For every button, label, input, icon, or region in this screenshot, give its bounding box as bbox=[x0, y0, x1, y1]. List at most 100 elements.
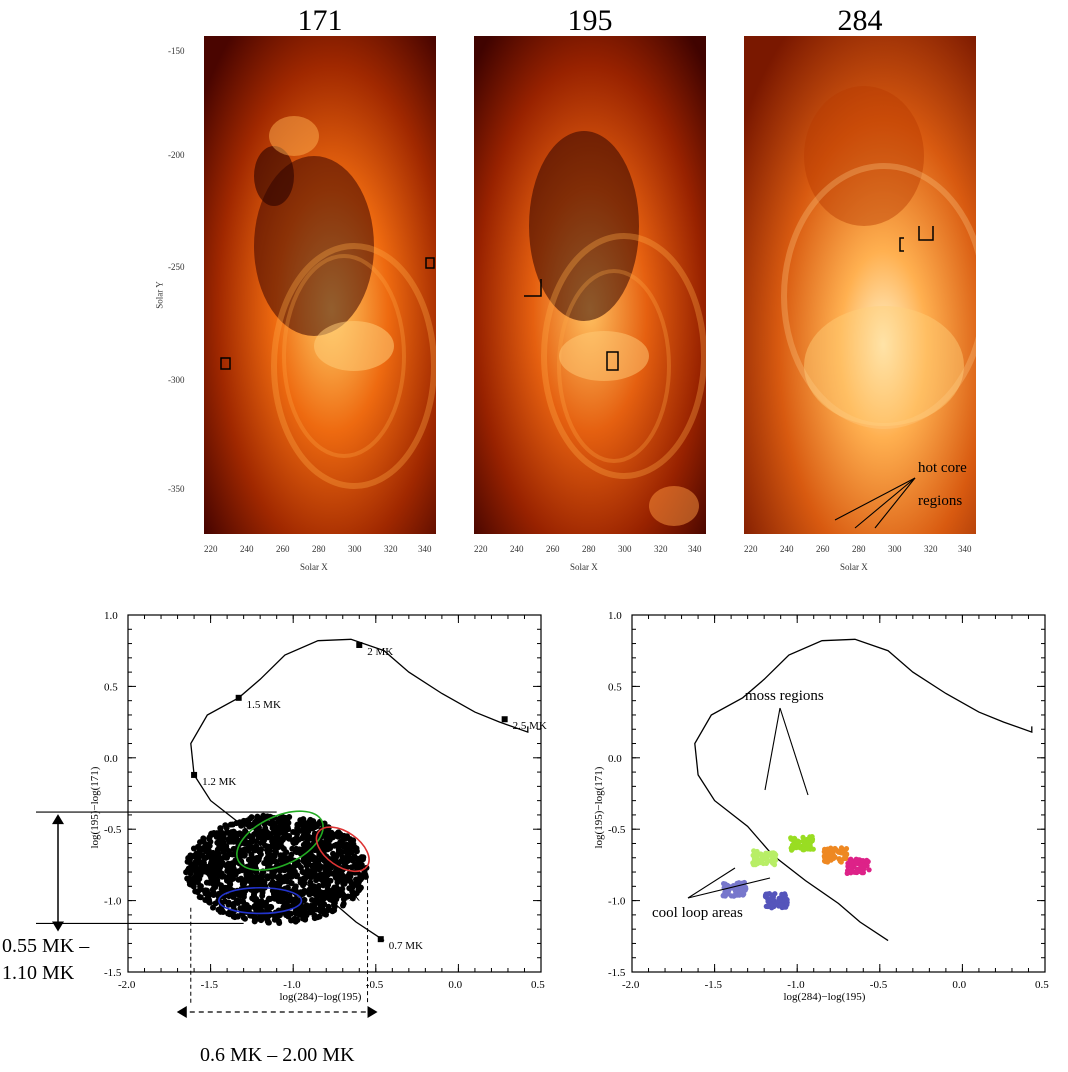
data-point bbox=[320, 907, 327, 914]
y-axis-title: log(195)−log(171) bbox=[89, 766, 101, 848]
data-point bbox=[238, 822, 245, 829]
data-point bbox=[293, 910, 300, 917]
cluster-point bbox=[742, 886, 748, 892]
data-point bbox=[259, 838, 266, 845]
data-point bbox=[313, 857, 319, 863]
data-point bbox=[207, 838, 214, 845]
cluster-point bbox=[809, 834, 815, 840]
data-point bbox=[278, 892, 285, 899]
data-point bbox=[357, 863, 364, 870]
data-point bbox=[254, 813, 261, 820]
data-point bbox=[217, 834, 224, 841]
data-point bbox=[275, 835, 282, 842]
data-point bbox=[230, 894, 237, 900]
data-point bbox=[324, 864, 331, 871]
data-point bbox=[311, 912, 318, 919]
data-point bbox=[244, 839, 251, 846]
data-point bbox=[264, 873, 271, 880]
data-point bbox=[326, 842, 333, 848]
data-point bbox=[203, 879, 210, 886]
cluster-point bbox=[791, 835, 798, 842]
x-ticks-195: 220 240 260 280 300 320 340 bbox=[474, 544, 702, 554]
data-point bbox=[248, 814, 255, 821]
temperature-marker bbox=[377, 936, 384, 943]
cluster-point bbox=[724, 889, 730, 895]
data-point bbox=[224, 854, 230, 861]
data-point bbox=[279, 877, 286, 884]
cluster-point bbox=[796, 843, 802, 849]
x-axis-title: log(284)−log(195) bbox=[280, 991, 362, 1003]
data-point bbox=[203, 887, 210, 894]
pointer-line bbox=[854, 477, 916, 529]
cluster-point bbox=[757, 851, 763, 858]
data-point bbox=[206, 834, 213, 840]
data-point bbox=[214, 876, 221, 883]
data-point bbox=[219, 873, 226, 880]
data-point bbox=[202, 863, 208, 869]
cluster-point bbox=[769, 857, 775, 863]
temperature-label: 2 MK bbox=[367, 646, 393, 658]
y-tick-label: -0.5 bbox=[104, 824, 122, 836]
data-point bbox=[308, 874, 314, 881]
data-point bbox=[216, 843, 223, 850]
data-point bbox=[249, 839, 256, 845]
x-axis-title-195: Solar X bbox=[570, 562, 598, 572]
panel-title-284: 284 bbox=[837, 4, 883, 37]
data-point bbox=[359, 874, 366, 881]
data-point bbox=[194, 859, 201, 866]
cluster-point bbox=[805, 842, 811, 848]
x-tick-label: 0.5 bbox=[531, 979, 545, 991]
arrow-head bbox=[52, 921, 64, 932]
data-point bbox=[281, 834, 287, 841]
vertical-range-label-line2: 1.10 MK bbox=[2, 962, 75, 984]
y-tick-label: -200 bbox=[168, 150, 185, 160]
data-point bbox=[290, 829, 297, 835]
data-point bbox=[291, 915, 298, 922]
x-axis-title-171: Solar X bbox=[300, 562, 328, 572]
data-point bbox=[341, 860, 348, 866]
data-point bbox=[339, 885, 346, 892]
cluster-point bbox=[810, 846, 816, 852]
data-point bbox=[307, 834, 314, 841]
data-point bbox=[216, 856, 223, 863]
data-point bbox=[267, 852, 274, 859]
data-point bbox=[328, 831, 335, 838]
vertical-range-label-line1: 0.55 MK – bbox=[2, 935, 90, 957]
data-point bbox=[350, 856, 356, 863]
data-point bbox=[215, 851, 222, 858]
temperature-marker bbox=[356, 641, 363, 648]
cluster-point bbox=[751, 849, 758, 855]
data-point bbox=[237, 853, 244, 860]
cluster-point bbox=[848, 856, 854, 862]
y-tick-label: -1.5 bbox=[104, 967, 122, 979]
region-ellipse bbox=[218, 886, 303, 915]
data-point bbox=[212, 900, 219, 907]
cluster-point bbox=[789, 842, 796, 848]
data-point bbox=[329, 908, 336, 915]
cluster-point bbox=[728, 893, 735, 899]
x-tick-label: -1.0 bbox=[787, 979, 805, 991]
data-point bbox=[309, 897, 315, 903]
data-point bbox=[239, 888, 246, 895]
arrow-head bbox=[367, 1006, 378, 1018]
cluster-point bbox=[848, 864, 854, 870]
cluster-point bbox=[762, 892, 769, 898]
data-point bbox=[242, 915, 248, 922]
data-point bbox=[255, 856, 262, 863]
data-point bbox=[225, 836, 232, 843]
data-point bbox=[185, 865, 192, 872]
data-point bbox=[334, 843, 341, 850]
data-point bbox=[344, 852, 351, 859]
data-point bbox=[327, 894, 334, 901]
cluster-point bbox=[857, 865, 863, 871]
data-point bbox=[335, 833, 342, 840]
data-point bbox=[256, 848, 263, 855]
data-point bbox=[314, 899, 321, 906]
y-tick-label: -0.5 bbox=[608, 824, 626, 836]
arrow-head bbox=[176, 1006, 187, 1018]
cluster-point bbox=[754, 861, 760, 867]
x-tick-label: -1.5 bbox=[705, 979, 723, 991]
y-tick-label: -300 bbox=[168, 375, 185, 385]
data-point bbox=[245, 847, 252, 854]
cluster-point bbox=[845, 860, 851, 866]
